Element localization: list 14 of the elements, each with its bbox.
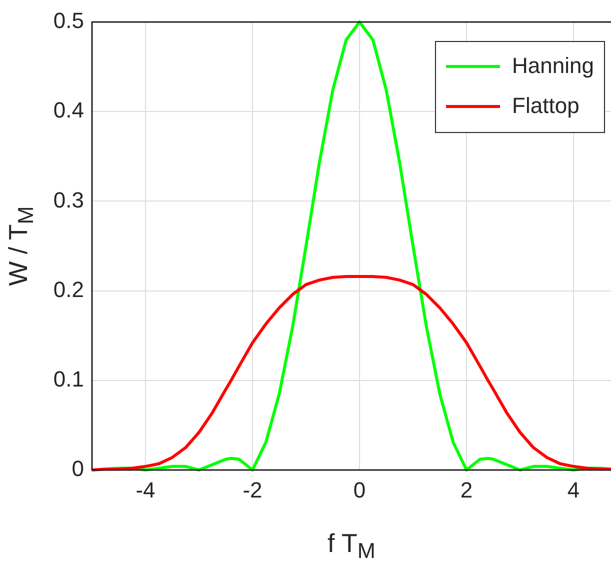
y-tick-label: 0 — [72, 456, 84, 482]
y-tick-label: 0.5 — [53, 8, 84, 34]
x-tick-label: -4 — [136, 477, 156, 502]
x-tick-label: 0 — [353, 477, 366, 502]
y-tick-label: 0.1 — [53, 366, 84, 392]
y-tick-label: 0.3 — [53, 187, 84, 212]
x-axis-title: f T$_{M}$ — [326, 528, 376, 566]
legend-label: Flattop — [512, 93, 580, 119]
y-tick-label: 0.2 — [53, 276, 84, 302]
y-tick-label: 0.4 — [53, 98, 84, 123]
x-tick-label: 2 — [460, 477, 473, 502]
legend-label: Hanning — [512, 53, 594, 79]
x-tick-label: 4 — [567, 477, 580, 502]
x-tick-label: -2 — [242, 477, 262, 502]
